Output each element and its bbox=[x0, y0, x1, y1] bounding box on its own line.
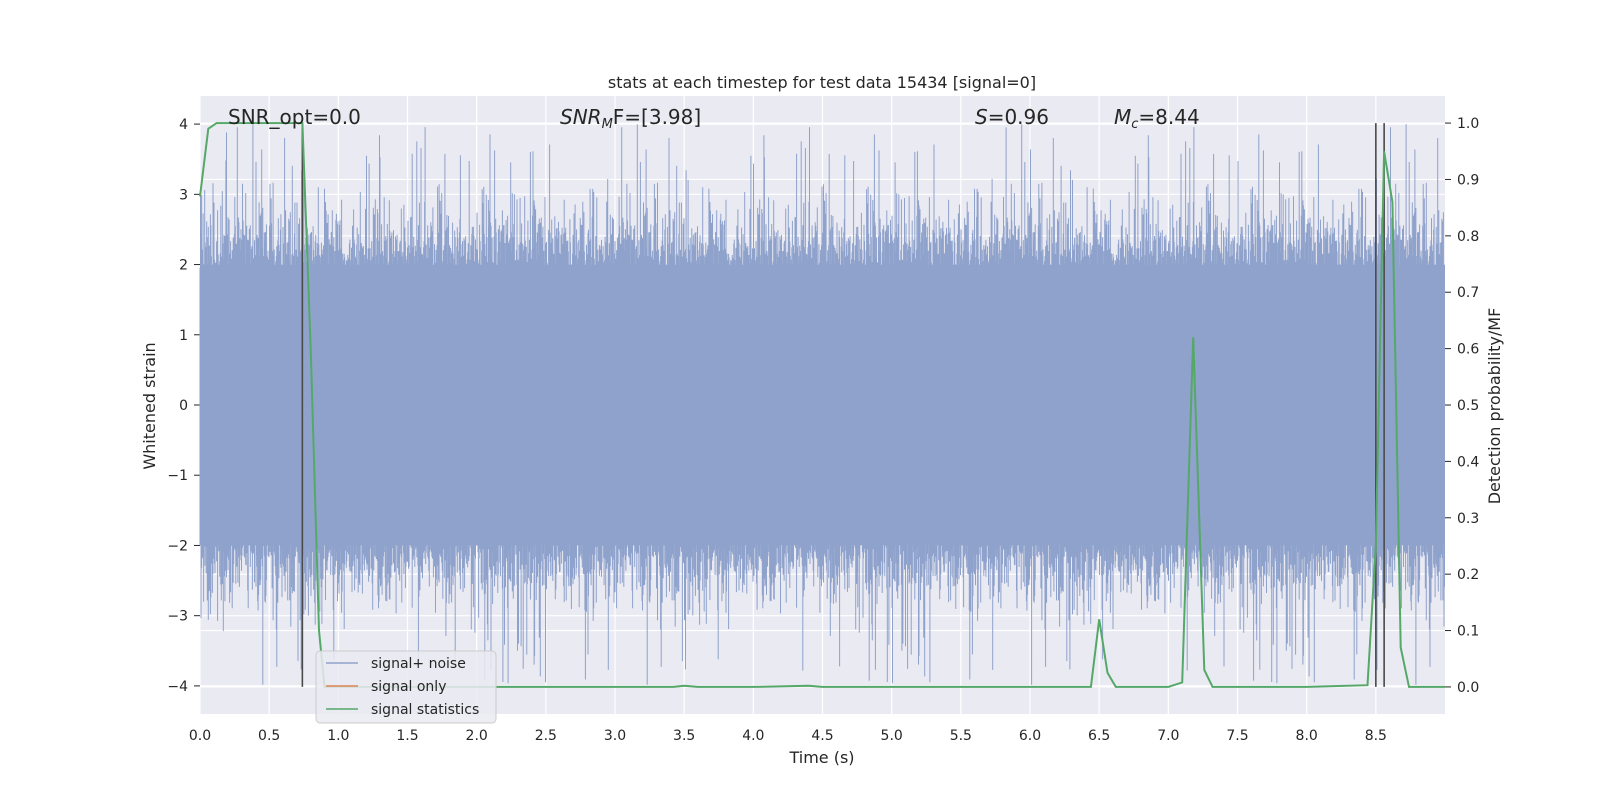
snr-opt-annotation: SNR_opt=0.0 bbox=[228, 105, 361, 129]
snr-mf-sub: M bbox=[602, 117, 613, 132]
legend-noise-label: signal+ noise bbox=[371, 656, 466, 672]
x-tick-label: 6.5 bbox=[1088, 728, 1110, 744]
legend: signal+ noise signal only signal statist… bbox=[315, 650, 497, 724]
y2-tick-label: 0.9 bbox=[1457, 172, 1479, 188]
x-tick-label: 3.0 bbox=[604, 728, 626, 744]
y-tick-label: 4 bbox=[179, 117, 188, 133]
s-annotation: S=0.96 bbox=[975, 105, 1049, 129]
y-tick-label: 1 bbox=[179, 328, 188, 344]
x-tick-label: 1.5 bbox=[396, 728, 418, 744]
x-tick-label: 2.5 bbox=[535, 728, 557, 744]
x-tick-label: 6.0 bbox=[1019, 728, 1041, 744]
mc-base: M bbox=[1114, 105, 1131, 129]
y2-axis-label: Detection probability/MF bbox=[1485, 308, 1504, 505]
y2-tick-label: 0.5 bbox=[1457, 398, 1479, 414]
legend-signal-label: signal only bbox=[371, 679, 446, 695]
y-axis-label: Whitened strain bbox=[140, 342, 159, 469]
x-tick-label: 0.0 bbox=[189, 728, 211, 744]
x-tick-label: 8.0 bbox=[1296, 728, 1318, 744]
x-tick-label: 0.5 bbox=[258, 728, 280, 744]
mc-annotation: Mc=8.44 bbox=[1114, 105, 1200, 132]
y2-tick-label: 0.8 bbox=[1457, 229, 1479, 245]
statistics-line bbox=[199, 122, 1445, 688]
snr-mf-rest: F=[3.98] bbox=[613, 105, 701, 129]
y2-tick-label: 0.7 bbox=[1457, 285, 1479, 301]
snr-mf-base: SNR bbox=[560, 105, 602, 129]
signal-noise-series bbox=[199, 124, 1445, 685]
x-tick-label: 5.5 bbox=[950, 728, 972, 744]
noise-trace bbox=[199, 124, 1445, 685]
y2-tick-label: 1.0 bbox=[1457, 116, 1479, 132]
x-tick-label: 8.5 bbox=[1365, 728, 1387, 744]
x-tick-label: 4.0 bbox=[742, 728, 764, 744]
vertical-markers bbox=[301, 123, 1385, 687]
y2-tick-label: 0.4 bbox=[1457, 454, 1479, 470]
x-tick-label: 1.0 bbox=[327, 728, 349, 744]
y-tick-label: 2 bbox=[179, 258, 188, 274]
legend-stats-label: signal statistics bbox=[371, 702, 479, 718]
s-rest: =0.96 bbox=[988, 105, 1049, 129]
y-tick-label: −1 bbox=[167, 468, 188, 484]
x-tick-label: 3.5 bbox=[673, 728, 695, 744]
chart-title: stats at each timestep for test data 154… bbox=[608, 73, 1036, 92]
y2-tick-label: 0.0 bbox=[1457, 680, 1479, 696]
x-tick-label: 4.5 bbox=[811, 728, 833, 744]
y2-tick-label: 0.6 bbox=[1457, 342, 1479, 358]
x-tick-label: 7.5 bbox=[1226, 728, 1248, 744]
legend-box bbox=[315, 650, 497, 724]
x-tick-label: 2.0 bbox=[466, 728, 488, 744]
y-tick-label: −3 bbox=[167, 609, 188, 625]
y-tick-label: −4 bbox=[167, 679, 188, 695]
x-tick-labels: 0.0 0.5 1.0 1.5 2.0 2.5 3.0 3.5 4.0 4.5 5.0 5.5 6.0 6… bbox=[189, 728, 1387, 744]
y-tick-label: −2 bbox=[167, 538, 188, 554]
mc-sub: c bbox=[1131, 117, 1138, 132]
y2-tick-label: 0.2 bbox=[1457, 567, 1479, 583]
signal-statistics-series bbox=[199, 122, 1445, 688]
x-tick-label: 5.0 bbox=[881, 728, 903, 744]
mc-rest: =8.44 bbox=[1138, 105, 1199, 129]
y-tick-label: 3 bbox=[179, 187, 188, 203]
s-var: S bbox=[975, 105, 988, 129]
y2-tick-labels: 1.0 0.9 0.8 0.7 0.6 0.5 0.4 0.3 0.2 0.1 0.0 bbox=[1457, 116, 1479, 696]
x-tick-label: 7.0 bbox=[1157, 728, 1179, 744]
snr-mf-annotation: SNRMF=[3.98] bbox=[560, 105, 701, 132]
x-axis-label: Time (s) bbox=[788, 748, 854, 767]
y-tick-label: 0 bbox=[179, 398, 188, 414]
y-tick-labels: 4 3 2 1 0 −1 −2 −3 −4 bbox=[167, 117, 188, 695]
y2-tick-label: 0.1 bbox=[1457, 624, 1479, 640]
y2-tick-label: 0.3 bbox=[1457, 511, 1479, 527]
